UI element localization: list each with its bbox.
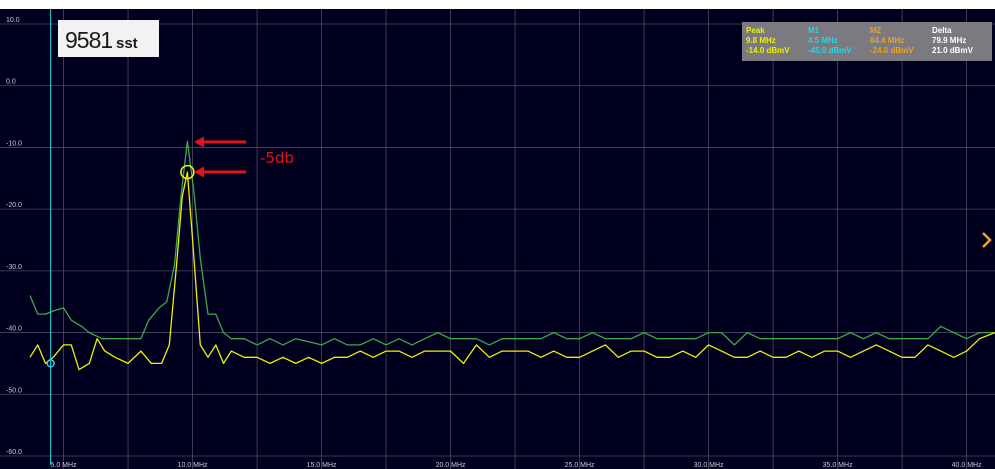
- logo-suffix: sst: [116, 35, 138, 52]
- x-axis-tick-labels: 5.0 MHz 10.0 MHz 15.0 MHz 20.0 MHz 25.0 MHz 3…: [51, 462, 983, 469]
- m1-level: -45.0 dBmV: [808, 46, 852, 55]
- y-tick-label: -50.0: [6, 387, 22, 394]
- x-tick-label: 10.0 MHz: [178, 462, 208, 469]
- y-tick-label: 10.0: [6, 17, 20, 24]
- plot-background: [0, 9, 995, 469]
- y-tick-label: -10.0: [6, 140, 22, 147]
- delta-freq: 79.9 MHz: [932, 36, 966, 45]
- peak-level: -14.0 dBmV: [746, 46, 790, 55]
- arrow-left-icon: [194, 136, 246, 148]
- marker-m1-point[interactable]: [46, 359, 55, 368]
- x-tick-label: 20.0 MHz: [436, 462, 466, 469]
- x-tick-label: 40.0 MHz: [952, 462, 982, 469]
- peak-marker-circle[interactable]: [180, 164, 195, 180]
- peak-freq: 9.8 MHz: [746, 36, 776, 45]
- max-hold-trace: [29, 140, 995, 346]
- y-tick-label: -40.0: [6, 326, 22, 333]
- x-tick-label: 35.0 MHz: [823, 462, 853, 469]
- m2-freq: 84.4 MHz: [870, 36, 904, 45]
- x-tick-label: 5.0 MHz: [51, 462, 78, 469]
- logo: 9581 sst: [58, 20, 159, 57]
- marker-legend: Peak 9.8 MHz -14.0 dBmV M1 4.5 MHz -45.0…: [742, 22, 992, 61]
- trace-layer: [29, 140, 995, 371]
- delta-title: Delta: [932, 26, 952, 35]
- grid-lines: [0, 9, 995, 469]
- logo-number: 9581: [65, 27, 112, 53]
- x-tick-label: 15.0 MHz: [307, 462, 337, 469]
- y-tick-label: -60.0: [6, 449, 22, 456]
- live-trace: [29, 171, 995, 371]
- delta-level: 21.0 dBmV: [932, 46, 974, 55]
- y-tick-label: 0.0: [6, 79, 16, 86]
- m2-title: M2: [870, 26, 882, 35]
- annotation-label: -5db: [260, 149, 294, 167]
- y-tick-label: -30.0: [6, 264, 22, 271]
- peak-title: Peak: [746, 26, 765, 35]
- m1-freq: 4.5 MHz: [808, 36, 838, 45]
- m2-level: -24.0 dBmV: [870, 46, 914, 55]
- chevron-right-icon[interactable]: [982, 232, 992, 248]
- y-tick-label: -20.0: [6, 202, 22, 209]
- y-axis-tick-labels: 10.0 0.0 -10.0 -20.0 -30.0 -40.0 -50.0 -60.0: [6, 17, 22, 456]
- x-tick-label: 30.0 MHz: [694, 462, 724, 469]
- x-tick-label: 25.0 MHz: [565, 462, 595, 469]
- m1-title: M1: [808, 26, 820, 35]
- arrow-left-icon: [194, 166, 246, 178]
